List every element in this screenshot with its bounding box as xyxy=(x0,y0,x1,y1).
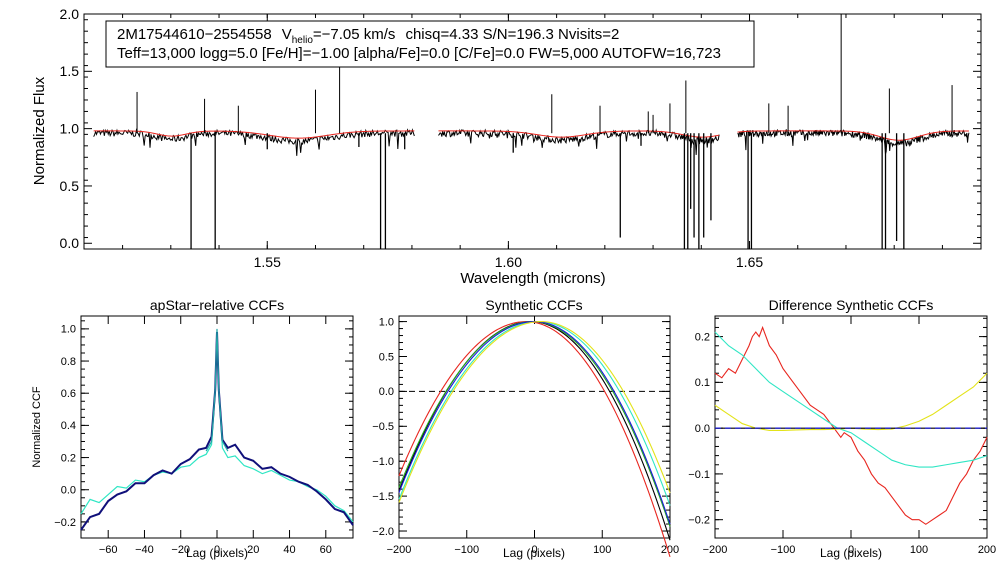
apstar-ccf-line-visit-2 xyxy=(80,332,354,531)
apstar-ccf-line-combined xyxy=(205,328,229,452)
difference-ccf-title: Difference Synthetic CCFs xyxy=(769,297,934,313)
apstar-ccf-xtick-label: 40 xyxy=(283,544,295,556)
v-label: V xyxy=(282,26,292,43)
synthetic-ccf-xtick-label: −200 xyxy=(387,544,412,556)
synthetic-ccf-xtick-label: 0 xyxy=(531,544,537,556)
apstar-ccf-xtick-label: −20 xyxy=(171,544,190,556)
synthetic-ccf-panel: Synthetic CCFs −200 −100 0 100 200 −2.0 −1.5 −1… xyxy=(372,297,679,560)
apstar-ccf-ytick-label: 0.4 xyxy=(61,420,76,432)
spectrum-ytick-label: 0.5 xyxy=(60,178,80,194)
difference-ccf-line-cyan xyxy=(714,331,988,468)
spectrum-xtick-label: 1.65 xyxy=(736,254,763,270)
apstar-ccf-ytick-label: −0.2 xyxy=(54,517,76,529)
difference-ccf-xtick-label: 200 xyxy=(978,544,996,556)
spectrum-chip-3 xyxy=(737,128,970,155)
synthetic-ccf-line-yellow xyxy=(398,321,671,503)
model-chip-2 xyxy=(438,130,720,138)
synthetic-ccf-xtick-label: 200 xyxy=(661,544,679,556)
synthetic-ccf-title: Synthetic CCFs xyxy=(485,297,582,313)
apstar-ccf-ytick-label: 0.6 xyxy=(61,388,76,400)
synthetic-ccf-xtick-label: 100 xyxy=(593,544,611,556)
x-axis-label: Wavelength (microns) xyxy=(460,270,605,287)
synthetic-ccf-ytick-label: −1.0 xyxy=(372,456,394,468)
spectrum-ytick-label: 2.0 xyxy=(60,6,80,22)
model-chip-3 xyxy=(737,130,969,141)
apstar-ccf-xlabel: Lag (pixels) xyxy=(186,546,248,560)
synthetic-ccf-frame xyxy=(398,315,671,539)
difference-ccf-line-yellow xyxy=(714,372,988,431)
difference-ccf-ytick-label: −0.1 xyxy=(688,469,710,481)
synthetic-ccf-ytick-label: 0.5 xyxy=(379,351,394,363)
apstar-ccf-title: apStar−relative CCFs xyxy=(150,297,284,313)
difference-ccf-xtick-label: 0 xyxy=(848,544,854,556)
apstar-ccf-xtick-label: 0 xyxy=(214,544,220,556)
spectrum-panel: 1.55 1.60 1.65 0.0 0.5 1.0 1.5 2.0 2M17544610−2… xyxy=(31,6,982,287)
v-sub: helio xyxy=(292,35,314,46)
apstar-ccf-ytick-label: 0.8 xyxy=(61,356,76,368)
synthetic-ccf-xtick-label: −100 xyxy=(454,544,479,556)
spectrum-frame xyxy=(83,13,982,250)
synthetic-ccf-ytick-label: 0.0 xyxy=(379,386,394,398)
apstar-ccf-ytick-label: 0.2 xyxy=(61,452,76,464)
synthetic-ccf-xlabel: Lag (pixels) xyxy=(503,546,565,560)
spectrum-xtick-label: 1.55 xyxy=(254,254,281,270)
difference-ccf-panel: Difference Synthetic CCFs −200 −100 0 100 20… xyxy=(688,297,996,560)
difference-ccf-frame xyxy=(714,315,988,539)
synthetic-ccf-ytick-label: −0.5 xyxy=(372,421,394,433)
info-line-2: Teff=13,000 logg=5.0 [Fe/H]=−1.00 [alpha… xyxy=(117,45,721,62)
apstar-ccf-xtick-label: 60 xyxy=(320,544,332,556)
difference-ccf-line-red xyxy=(714,325,988,525)
model-chip-1 xyxy=(93,130,415,139)
apstar-ccf-panel: apStar−relative CCFs −60 −40 −20 0 20 40 60 −0.… xyxy=(31,297,354,560)
difference-ccf-xlabel: Lag (pixels) xyxy=(820,546,882,560)
difference-ccf-ytick-label: 0.2 xyxy=(695,331,710,343)
difference-ccf-ytick-label: 0.1 xyxy=(695,377,710,389)
spectrum-xtick-label: 1.60 xyxy=(495,254,522,270)
apstar-ccf-xtick-label: −40 xyxy=(135,544,154,556)
spectrum-chip-1 xyxy=(93,128,415,156)
fit-stats: chisq=4.33 S/N=196.3 Nvisits=2 xyxy=(405,26,619,43)
info-box xyxy=(105,20,755,68)
difference-ccf-xtick-label: −200 xyxy=(703,544,728,556)
synthetic-ccf-line-red xyxy=(398,321,671,558)
spectrum-ytick-label: 1.0 xyxy=(60,121,80,137)
difference-ccf-ytick-label: 0.0 xyxy=(695,423,710,435)
apstar-ccf-xtick-label: −60 xyxy=(99,544,118,556)
info-line-1: 2M17544610−2554558 Vhelio=−7.05 km/s chisq… xyxy=(117,26,619,46)
apstar-ccf-ytick-label: 1.0 xyxy=(61,324,76,336)
difference-ccf-ytick-label: −0.2 xyxy=(688,515,710,527)
synthetic-ccf-ytick-label: −2.0 xyxy=(372,526,394,538)
apstar-ccf-ylabel: Normalized CCF xyxy=(31,386,43,468)
spectrum-ytick-label: 1.5 xyxy=(60,63,80,79)
synthetic-ccf-line-green xyxy=(398,321,671,527)
synthetic-ccf-ytick-label: −1.5 xyxy=(372,491,394,503)
y-axis-label: Normalized Flux xyxy=(31,76,48,185)
v-value: =−7.05 km/s xyxy=(313,26,396,43)
synthetic-ccf-ytick-label: 1.0 xyxy=(379,316,394,328)
apstar-ccf-xtick-label: 20 xyxy=(247,544,259,556)
star-id: 2M17544610−2554558 xyxy=(117,26,272,43)
difference-ccf-xtick-label: −100 xyxy=(771,544,796,556)
apstar-ccf-ytick-label: 0.0 xyxy=(61,485,76,497)
spectrum-ytick-label: 0.0 xyxy=(60,235,80,251)
difference-ccf-xtick-label: 100 xyxy=(910,544,928,556)
synthetic-ccf-line-black xyxy=(398,321,671,541)
